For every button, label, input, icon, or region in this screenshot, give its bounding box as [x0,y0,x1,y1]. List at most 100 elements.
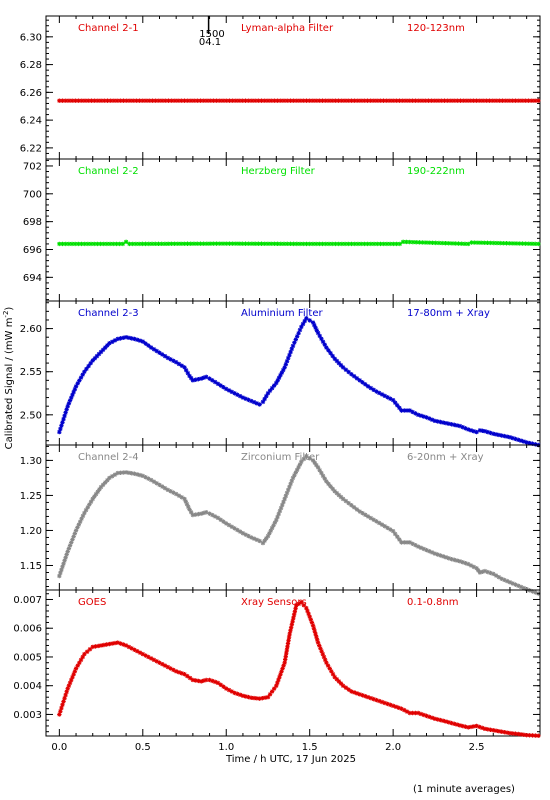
data-point [118,641,123,646]
data-point [301,98,306,103]
data-point [368,515,374,521]
data-point [187,507,192,512]
data-point [381,241,386,247]
data-point [67,398,73,403]
data-point [452,422,457,428]
data-point [313,325,318,330]
data-point [60,241,65,247]
data-point [257,538,262,544]
data-point [172,241,177,246]
data-point [313,631,318,637]
data-point [461,98,466,103]
data-point [404,540,410,545]
data-point [280,502,285,508]
data-point [415,710,421,716]
data-point [278,241,284,247]
data-point [159,98,165,103]
data-point [336,492,342,498]
data-point [429,550,435,555]
data-point [468,724,474,730]
data-point [281,367,286,373]
data-point [287,631,292,637]
panel-frame [45,444,541,591]
data-point [424,415,429,420]
data-point [173,491,179,497]
data-point [410,98,415,103]
data-point [513,582,518,587]
data-point [521,585,527,591]
data-point [410,409,415,415]
data-point [523,98,528,103]
data-point [346,241,351,247]
data-point [143,341,148,346]
data-point [304,241,309,247]
data-point [446,421,451,426]
data-point [73,666,79,671]
data-point [443,719,449,724]
y-tick-label: 2.50 [20,410,42,421]
data-point [407,540,413,545]
data-point [204,98,210,103]
data-point [70,674,75,680]
data-point [314,462,319,468]
data-point [182,98,187,103]
data-point [66,683,72,688]
data-point [355,98,361,103]
data-point [474,98,479,103]
data-point [334,677,340,682]
data-point [175,241,181,246]
data-point [218,682,223,687]
data-point [441,718,446,723]
data-point [143,241,148,247]
data-point [132,471,137,476]
data-point [132,336,137,342]
data-point [88,499,94,504]
data-point [291,612,297,618]
data-point [452,557,457,563]
data-point [182,365,187,370]
data-point [485,429,490,435]
data-point [114,241,119,247]
y-tick-label: 1.30 [20,456,42,467]
data-point [229,689,235,694]
x-tick-label: 2.0 [385,742,401,753]
filter-label: Aluminium Filter [241,308,324,319]
data-point [429,98,434,103]
data-point [96,643,101,649]
data-point [268,528,273,533]
data-point [229,389,235,395]
data-point [307,614,312,619]
data-point [262,695,268,700]
data-point [410,239,416,245]
data-point [282,660,287,665]
data-point [70,392,75,398]
data-point [86,363,91,369]
data-point [319,649,324,654]
data-point [305,608,310,614]
data-point [443,240,448,246]
data-point [224,98,229,103]
data-point [83,507,89,513]
data-point [271,523,276,528]
data-point [61,561,66,566]
data-point [73,241,78,247]
data-point [477,428,483,433]
data-point [397,537,402,542]
data-point [60,564,65,569]
data-point [368,241,374,247]
data-point [140,473,145,479]
data-point [92,494,97,499]
data-point [137,650,143,655]
data-point [252,98,258,103]
data-point [324,479,329,484]
data-point [371,241,377,247]
y-tick-label: 694 [23,273,42,284]
data-point [212,514,218,519]
data-point [236,98,242,103]
data-point [519,98,525,103]
data-point [76,241,81,247]
data-point [371,517,376,522]
data-point [259,98,264,103]
data-point [379,699,385,705]
data-point [57,98,62,103]
